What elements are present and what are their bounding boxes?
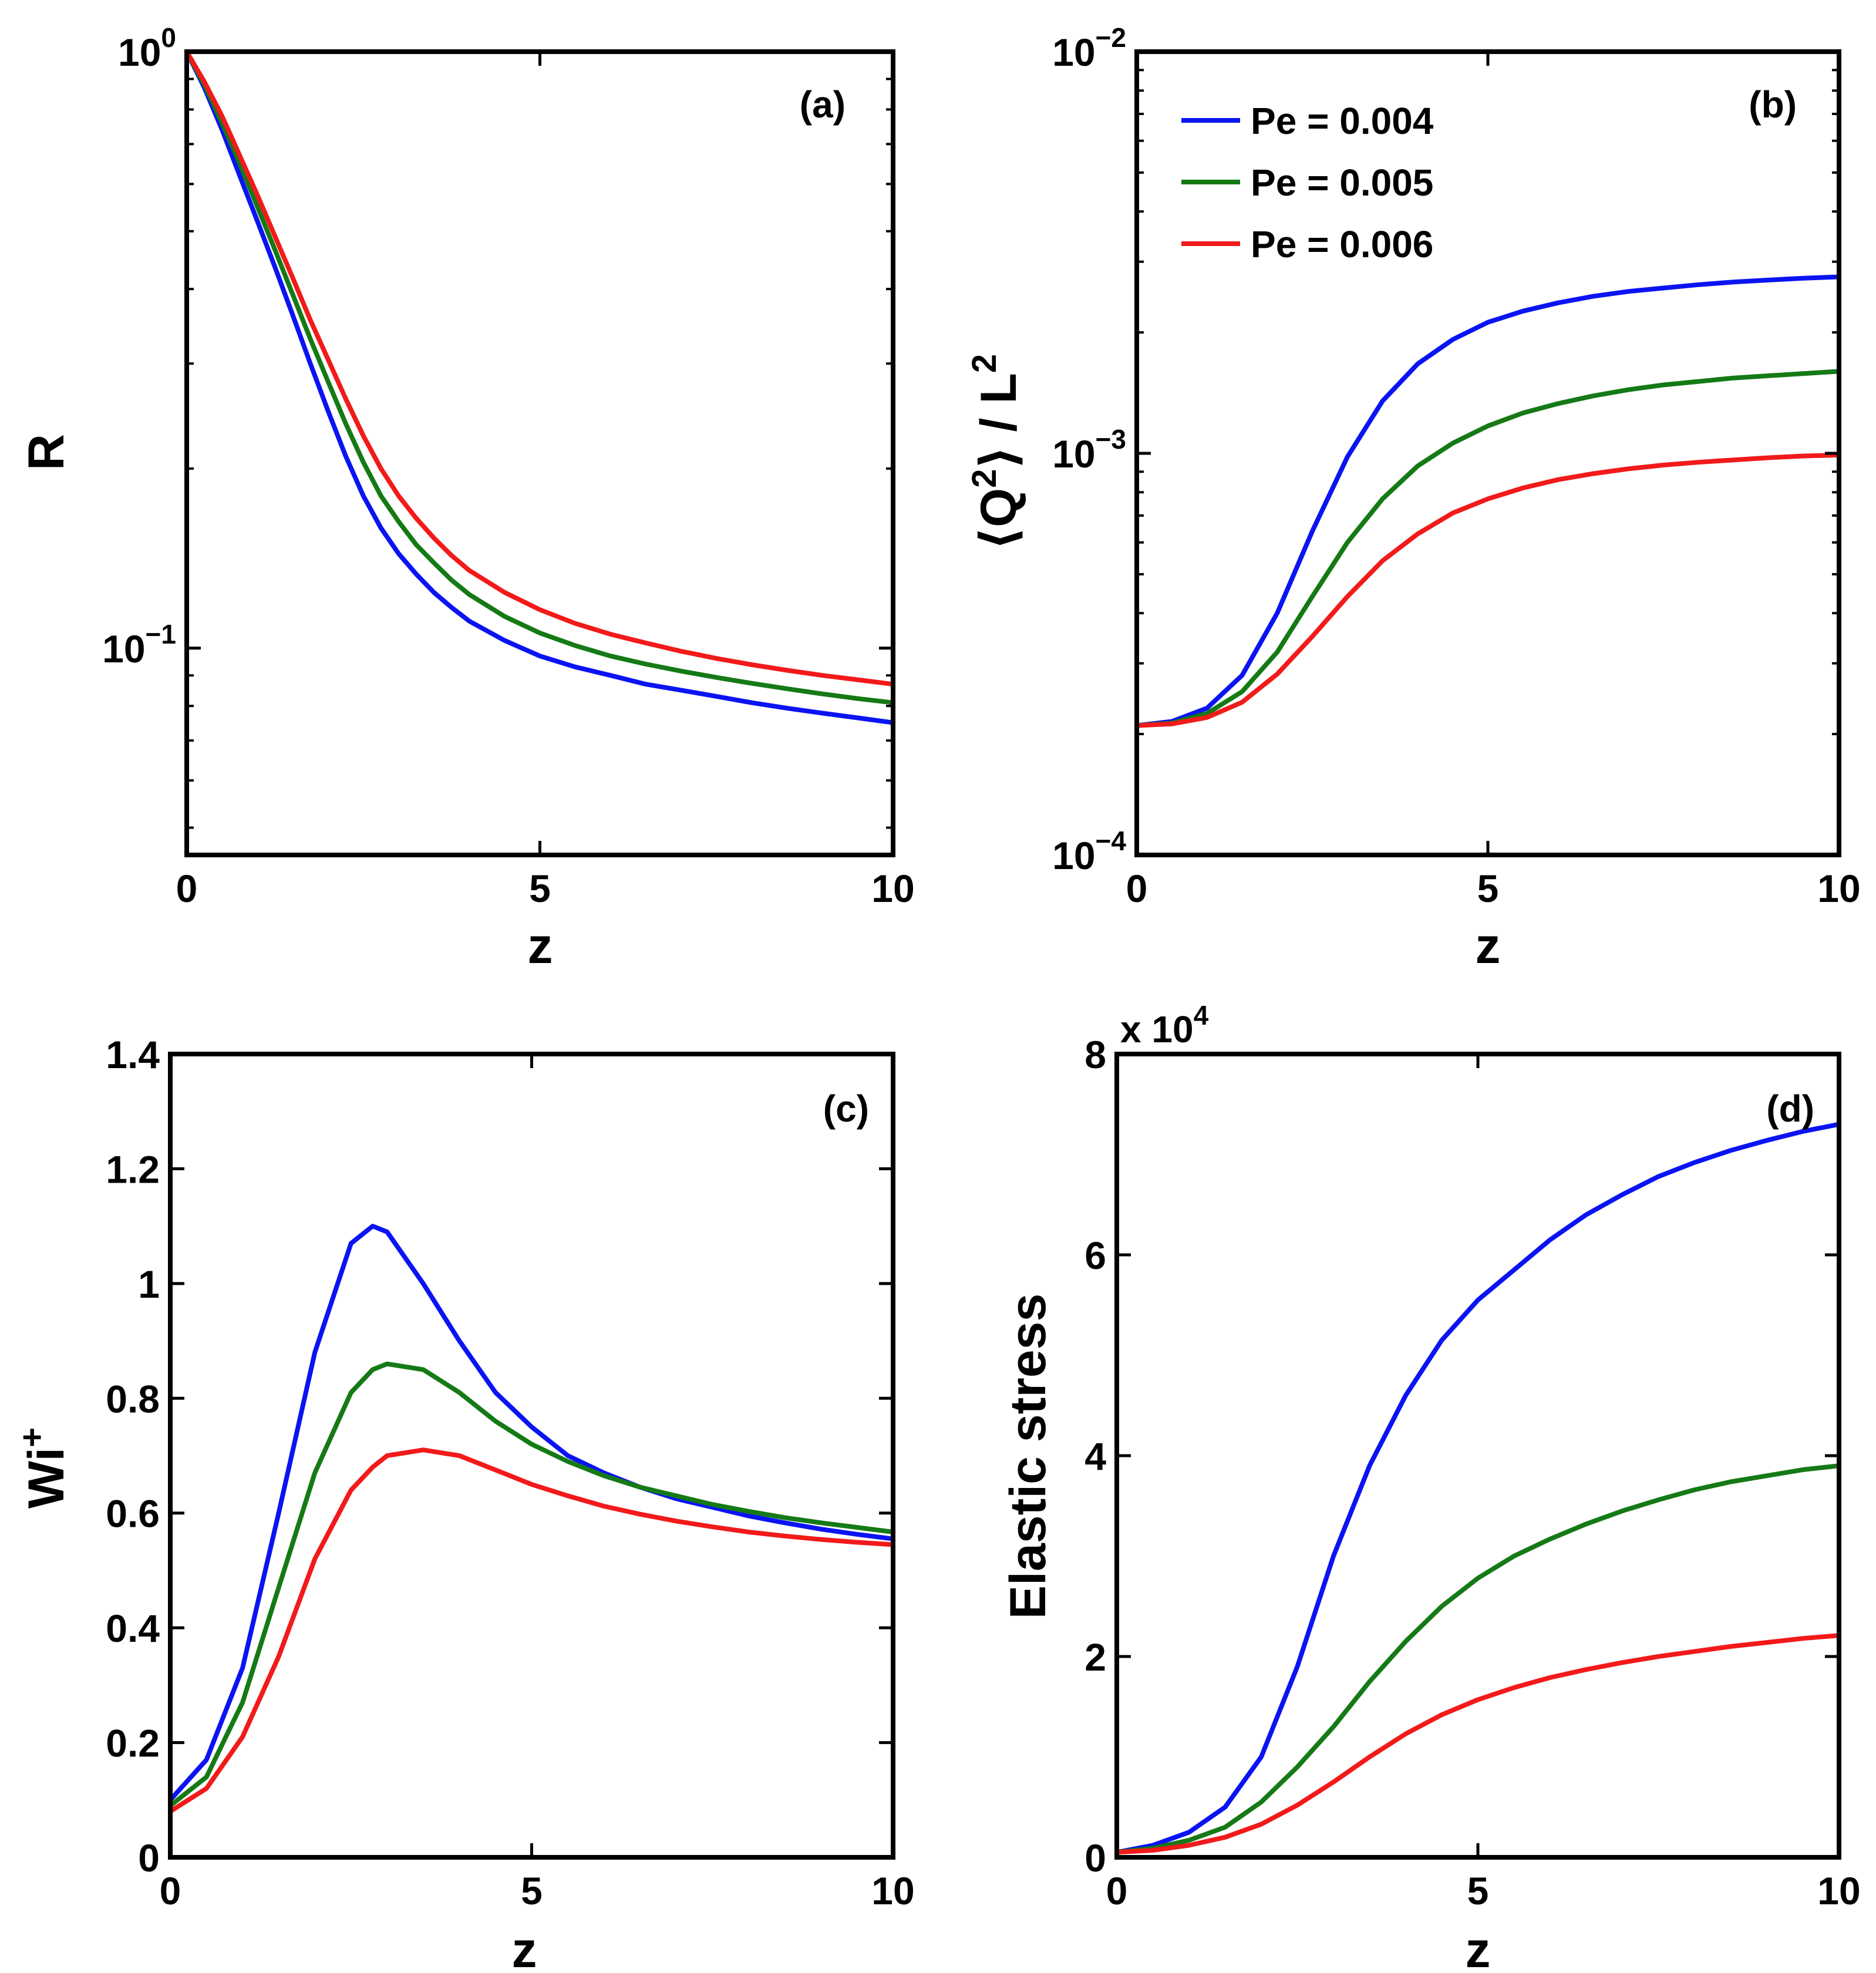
plot-d-multiplier: x 104: [1120, 1000, 1209, 1051]
plot-c-frame: [168, 1052, 895, 1860]
plot-a-series-2-line: [184, 49, 895, 687]
plot-a-y-tick-label: 100: [118, 22, 176, 74]
plot-c-y-tick-label: 0.2: [106, 1722, 160, 1765]
plot-c-y-label: Wi+: [13, 1427, 75, 1509]
plot-c-y-tick-label: 1.4: [106, 1033, 160, 1076]
plot-b-series-1-line: [1134, 369, 1841, 728]
plot-a-y-tick-label: 10−1: [102, 619, 176, 671]
panel-b: 0 5 10 10−4 10−3 10−2 (b) Pe = 0.004 Pe = 0.0…: [965, 22, 1861, 974]
plot-d-y-tick-label: 4: [1084, 1435, 1106, 1478]
panel-c: 0 5 10 0 0.2 0.4 0.6 0.8 1 1.2 1.4 (c) Wi+ z: [13, 1033, 915, 1973]
legend-label-2: Pe = 0.006: [1251, 223, 1433, 265]
plot-c-plot-area: 0 5 10 0 0.2 0.4 0.6 0.8 1 1.2 1.4: [106, 1033, 914, 1913]
plot-b-frame: [1134, 49, 1841, 857]
plot-a-series-0-line: [184, 49, 895, 725]
plot-b-y-tick-label: 10−2: [1052, 22, 1126, 74]
plot-d-y-tick-label: 0: [1084, 1836, 1106, 1880]
legend-label-0: Pe = 0.004: [1251, 100, 1434, 142]
plot-d-x-tick-label: 0: [1106, 1869, 1128, 1913]
plot-c-y-tick-label: 1.2: [106, 1147, 160, 1191]
plot-c-y-tick-label: 0: [138, 1836, 160, 1880]
plot-d-frame: [1114, 1052, 1841, 1860]
plot-a-x-tick-label: 0: [176, 867, 198, 910]
plot-d-x-tick-label: 5: [1467, 1869, 1489, 1913]
plot-c-x-tick-label: 5: [521, 1869, 543, 1913]
plot-d-series-2-line: [1114, 1633, 1841, 1855]
plot-d-y-tick-label: 6: [1084, 1234, 1106, 1277]
plot-b-plot-area: 0 5 10 10−4 10−3 10−2: [1052, 22, 1861, 910]
plot-c-x-label: z: [512, 1922, 537, 1973]
plot-b-y-label: ⟨Q2⟩ / L2: [965, 354, 1027, 550]
plot-c-series-2-line: [168, 1447, 895, 1814]
plot-b-x-tick-label: 10: [1817, 867, 1860, 910]
panel-d: 0 5 10 0 2 4 6 8 (d) x 104 Elastic stress z: [1000, 1000, 1861, 1973]
plot-b-series-0-line: [1134, 274, 1841, 728]
plot-b-y-tick-label: 10−4: [1052, 826, 1126, 877]
plot-a-plot-area: 0 5 10 10−1 100: [102, 22, 915, 910]
plot-d-series-1-line: [1114, 1463, 1841, 1855]
plot-d-plot-area: 0 5 10 0 2 4 6 8: [1084, 1033, 1860, 1913]
plot-d-x-label: z: [1466, 1922, 1491, 1973]
plot-b-y-tick-label: 10−3: [1052, 424, 1126, 476]
plot-c-series-1-line: [168, 1361, 895, 1809]
plot-b-x-label: z: [1476, 918, 1501, 974]
plot-c-y-tick-label: 1: [138, 1262, 160, 1306]
plot-c-x-tick-label: 10: [871, 1869, 914, 1913]
panel-label-c: (c): [823, 1087, 869, 1130]
plot-c-y-tick-label: 0.4: [106, 1607, 160, 1650]
panel-label-a: (a): [800, 83, 846, 126]
plot-b-x-tick-label: 5: [1477, 867, 1499, 910]
plot-a-x-tick-label: 5: [529, 867, 551, 910]
panel-label-d: (d): [1766, 1087, 1814, 1130]
plot-a-series-1-line: [184, 49, 895, 705]
panel-a: 0 5 10 10−1 100 (a) R z: [18, 22, 915, 974]
plot-b-series-2-line: [1134, 453, 1841, 728]
plot-c-y-tick-label: 0.8: [106, 1377, 160, 1420]
plot-d-x-tick-label: 10: [1817, 1869, 1860, 1913]
plot-a-frame: [184, 49, 895, 857]
legend: Pe = 0.004 Pe = 0.005 Pe = 0.006: [1181, 100, 1434, 265]
plot-a-x-tick-label: 10: [871, 867, 914, 910]
plot-d-series-0-line: [1114, 1122, 1841, 1855]
plot-d-y-label: Elastic stress: [1000, 1294, 1056, 1620]
plot-a-x-label: z: [528, 918, 553, 974]
plot-d-y-tick-label: 8: [1084, 1033, 1106, 1076]
plot-a-y-label: R: [18, 434, 75, 470]
plot-c-x-tick-label: 0: [160, 1869, 181, 1913]
plot-b-x-tick-label: 0: [1126, 867, 1148, 910]
legend-label-1: Pe = 0.005: [1251, 161, 1433, 204]
panel-label-b: (b): [1749, 83, 1797, 126]
plot-c-series-0-line: [168, 1224, 895, 1803]
plot-d-y-tick-label: 2: [1084, 1635, 1106, 1679]
plot-c-y-tick-label: 0.6: [106, 1492, 160, 1536]
